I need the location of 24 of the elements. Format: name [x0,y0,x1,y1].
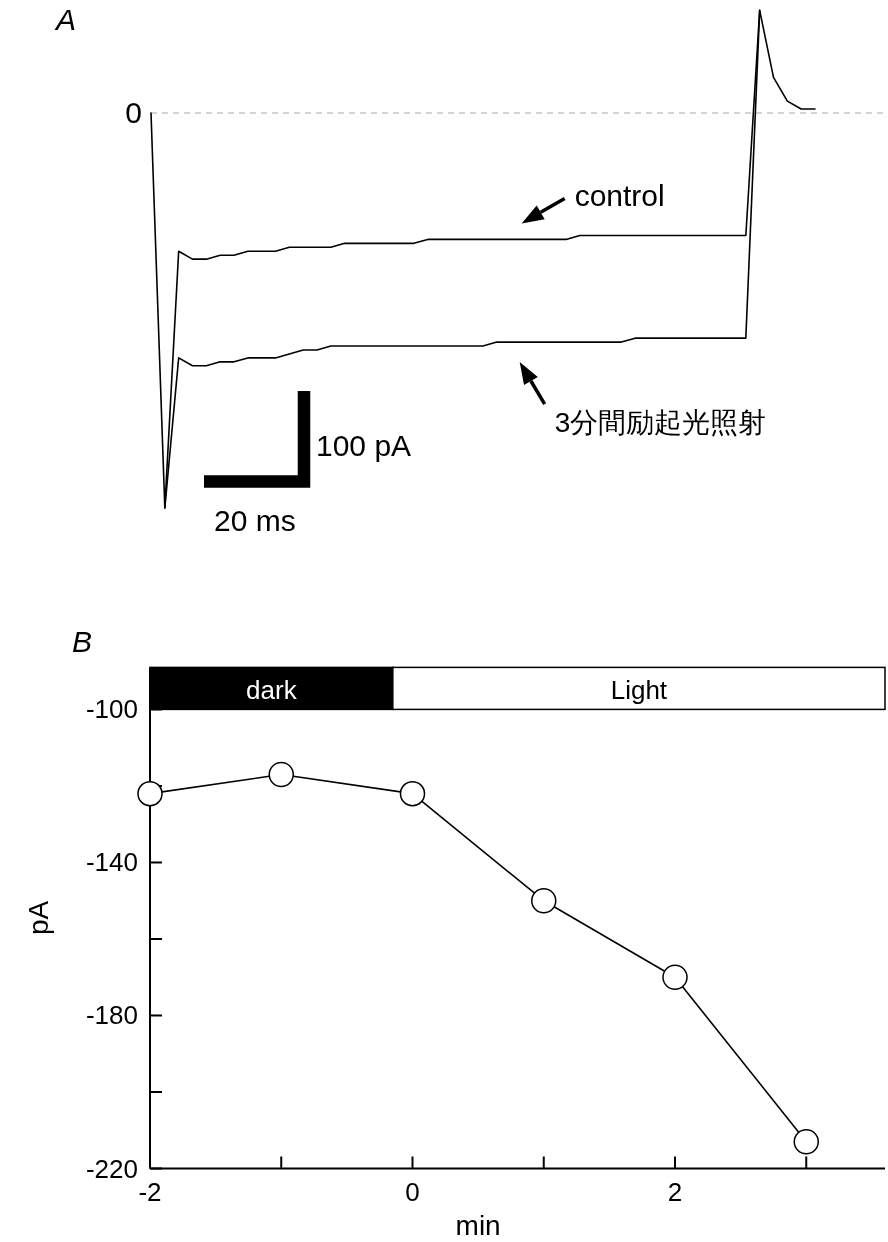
ref-line-label: 0 [125,96,142,129]
text: 3分間励起光照射 [554,407,767,439]
legend-label: control [574,179,665,213]
x-tick-label: -2 [138,1176,162,1207]
band-label: Light [610,675,668,706]
point [662,964,688,990]
annotation: 100 pA [316,429,412,462]
y-tick-label: -180 [85,1000,138,1031]
y-tick-label: -140 [85,847,138,878]
y-axis-title: pA [23,900,54,936]
x-axis-title: min [455,1209,501,1241]
chart-title: B [71,625,93,658]
point [137,780,163,807]
y-tick-label: -100 [85,694,138,725]
x-tick-label: 2 [667,1176,683,1207]
point [268,761,294,788]
band-label: dark [246,675,298,706]
point [793,1128,819,1155]
point [399,780,426,807]
chart-title: A [53,3,77,36]
point [531,887,557,914]
x-tick-label: 0 [405,1176,420,1207]
y-tick-label: -220 [85,1153,138,1184]
annotation: 20 ms [214,504,296,537]
